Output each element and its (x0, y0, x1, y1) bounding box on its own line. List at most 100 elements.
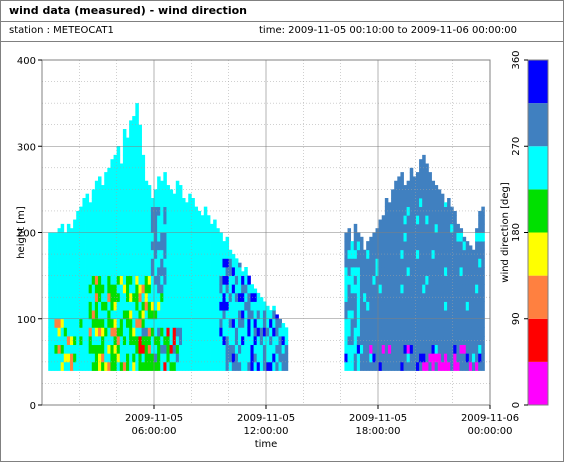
heatmap-cell (98, 223, 102, 233)
colorbar-tick-label: 180 (511, 223, 522, 242)
heatmap-cell (104, 241, 108, 251)
heatmap-cell (471, 344, 476, 354)
heatmap-cell (76, 292, 80, 302)
heatmap-cell (188, 310, 192, 320)
heatmap-cell (378, 327, 383, 337)
heatmap-cell (119, 361, 124, 371)
heatmap-cell (188, 318, 192, 328)
heatmap-cell (70, 275, 74, 285)
heatmap-cell (154, 361, 158, 371)
heatmap-cell (244, 344, 248, 354)
heatmap-cell (132, 189, 136, 199)
heatmap-cell (459, 353, 464, 363)
heatmap-cell (160, 275, 164, 285)
heatmap-cell (182, 267, 186, 277)
heatmap-cell (403, 301, 408, 311)
heatmap-cell (141, 310, 146, 320)
heatmap-cell (132, 198, 136, 208)
heatmap-cell (231, 301, 236, 311)
heatmap-cell (101, 327, 105, 337)
heatmap-cell (428, 275, 432, 285)
heatmap-cell (219, 344, 223, 354)
heatmap-cell (57, 267, 62, 277)
heatmap-cell (175, 258, 180, 268)
heatmap-cell (222, 249, 226, 259)
heatmap-cell (387, 318, 392, 328)
heatmap-cell (384, 292, 389, 302)
heatmap-cell (160, 198, 164, 208)
heatmap-cell (185, 318, 189, 328)
heatmap-cell (88, 202, 93, 208)
heatmap-cell (132, 284, 136, 294)
heatmap-cell (178, 215, 183, 225)
heatmap-cell (478, 232, 482, 242)
heatmap-cell (400, 241, 404, 251)
heatmap-cell (453, 215, 457, 225)
heatmap-cell (447, 344, 451, 354)
heatmap-cell (126, 344, 130, 354)
heatmap-cell (126, 327, 130, 337)
heatmap-cell (219, 310, 223, 320)
heatmap-cell (447, 198, 451, 208)
heatmap-cell (66, 318, 71, 328)
heatmap-cell (197, 353, 202, 363)
heatmap-cell (231, 292, 236, 302)
heatmap-cell (375, 249, 380, 259)
heatmap-cell (234, 344, 239, 354)
heatmap-cell (397, 310, 401, 320)
heatmap-cell (197, 215, 202, 225)
heatmap-cell (57, 336, 62, 346)
heatmap-cell (91, 310, 96, 320)
heatmap-cell (194, 275, 198, 285)
heatmap-cell (369, 236, 373, 242)
heatmap-cell (440, 318, 445, 328)
heatmap-cell (231, 336, 236, 346)
heatmap-cell (272, 318, 276, 328)
heatmap-cell (387, 361, 392, 371)
heatmap-cell (135, 361, 139, 371)
heatmap-cell (397, 301, 401, 311)
heatmap-cell (259, 327, 264, 337)
heatmap-cell (76, 232, 80, 242)
heatmap-cell (366, 336, 370, 346)
heatmap-cell (281, 344, 286, 354)
heatmap-cell (91, 344, 96, 354)
heatmap-cell (450, 344, 454, 354)
heatmap-cell (250, 310, 254, 320)
heatmap-cell (210, 318, 214, 328)
heatmap-cell (384, 232, 389, 242)
heatmap-cell (147, 223, 152, 233)
heatmap-cell (203, 301, 208, 311)
heatmap-cell (241, 271, 245, 277)
heatmap-cell (443, 249, 448, 259)
heatmap-cell (415, 215, 420, 225)
heatmap-cell (431, 301, 436, 311)
heatmap-cell (231, 258, 236, 268)
heatmap-cell (113, 215, 118, 225)
heatmap-cell (73, 249, 77, 259)
heatmap-cell (450, 241, 454, 251)
heatmap-cell (387, 232, 392, 242)
heatmap-cell (129, 336, 133, 346)
heatmap-cell (468, 318, 473, 328)
heatmap-cell (91, 318, 96, 328)
heatmap-cell (63, 249, 68, 259)
heatmap-cell (256, 353, 261, 363)
heatmap-cell (129, 275, 133, 285)
heatmap-cell (210, 327, 214, 337)
heatmap-cell (447, 249, 451, 259)
heatmap-cell (194, 292, 198, 302)
heatmap-cell (126, 267, 130, 277)
heatmap-cell (419, 198, 423, 208)
heatmap-cell (359, 361, 364, 371)
heatmap-cell (384, 336, 389, 346)
heatmap-cell (356, 258, 361, 268)
heatmap-cell (425, 292, 429, 302)
heatmap-cell (253, 361, 258, 371)
heatmap-cell (138, 267, 142, 277)
heatmap-cell (456, 344, 460, 354)
heatmap-cell (116, 327, 121, 337)
heatmap-cell (387, 202, 392, 208)
heatmap-cell (456, 301, 460, 311)
heatmap-cell (391, 198, 395, 208)
